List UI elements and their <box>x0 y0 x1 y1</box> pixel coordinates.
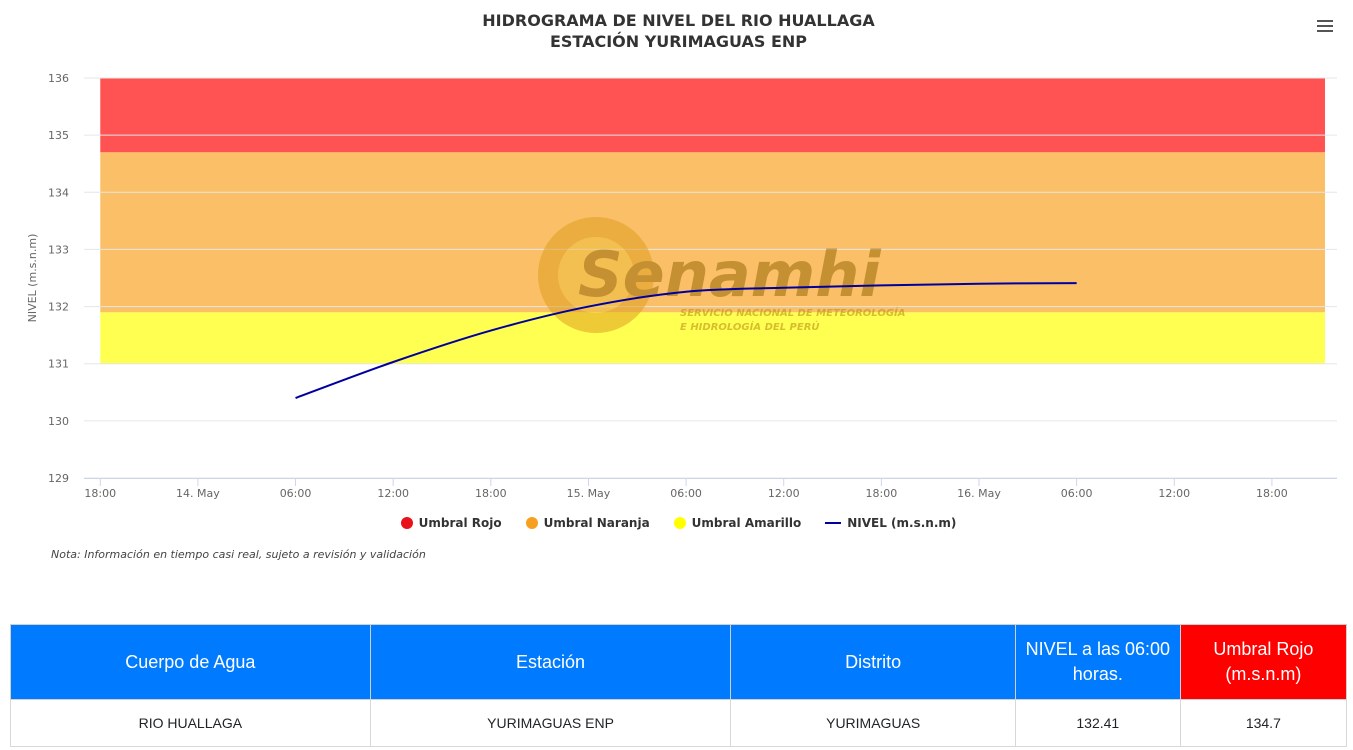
header-district: Distrito <box>730 624 1016 700</box>
legend-symbol <box>825 522 842 524</box>
y-tick-label: 136 <box>48 72 69 85</box>
chart-title-line1: HIDROGRAMA DE NIVEL DEL RIO HUALLAGA <box>482 11 875 30</box>
x-tick-label: 06:00 <box>1061 487 1093 500</box>
x-tick-label: 12:00 <box>377 487 409 500</box>
header-water-body: Cuerpo de Agua <box>10 624 371 700</box>
y-tick-label: 129 <box>48 472 69 485</box>
y-tick-label: 133 <box>48 243 69 256</box>
legend-label: Umbral Naranja <box>543 516 650 530</box>
x-tick-label: 18:00 <box>1256 487 1288 500</box>
hamburger-icon-bar <box>1317 30 1333 32</box>
cell-station: YURIMAGUAS ENP <box>369 699 732 747</box>
header-level-06: NIVEL a las 06:00 horas. <box>1014 624 1181 700</box>
x-tick-label: 16. May <box>957 487 1001 500</box>
y-tick-label: 130 <box>48 415 69 428</box>
x-tick-label: 18:00 <box>475 487 507 500</box>
table-row: RIO HUALLAGA YURIMAGUAS ENP YURIMAGUAS 1… <box>10 699 1348 747</box>
senamhi-watermark: Senamhi SERVICIO NACIONAL DE METEOROLOGÍ… <box>538 217 906 333</box>
x-tick-label: 15. May <box>567 487 611 500</box>
chart-title: HIDROGRAMA DE NIVEL DEL RIO HUALLAGA EST… <box>0 10 1353 52</box>
legend-item-umbral-rojo[interactable]: Umbral Rojo <box>400 516 502 530</box>
x-tick-label: 18:00 <box>866 487 898 500</box>
hydrograph-chart: HIDROGRAMA DE NIVEL DEL RIO HUALLAGA EST… <box>0 10 1353 561</box>
header-station: Estación <box>369 624 732 700</box>
cell-water-body: RIO HUALLAGA <box>10 699 371 747</box>
band-umbral-naranja <box>100 152 1326 313</box>
chart-legend: Umbral Rojo Umbral Naranja Umbral Amarillo… <box>0 516 1353 530</box>
legend-symbol <box>400 517 413 529</box>
chart-title-line2: ESTACIÓN YURIMAGUAS ENP <box>549 32 808 51</box>
cell-district: YURIMAGUAS <box>730 699 1016 747</box>
data-note: Nota: Información en tiempo casi real, s… <box>51 548 426 561</box>
x-tick-label: 06:00 <box>670 487 702 500</box>
legend-item-umbral-naranja[interactable]: Umbral Naranja <box>525 516 650 530</box>
y-tick-label: 134 <box>48 186 69 199</box>
band-umbral-rojo <box>100 78 1326 153</box>
y-axis-label: NIVEL (m.s.n.m) <box>26 234 39 323</box>
header-red-threshold: Umbral Rojo (m.s.n.m) <box>1179 624 1348 700</box>
series-line-nivel[interactable] <box>295 282 1077 399</box>
legend-label: Umbral Rojo <box>418 516 502 530</box>
legend-item-nivel-m-s-n-m[interactable]: NIVEL (m.s.n.m) <box>825 516 956 530</box>
x-tick-label: 12:00 <box>1158 487 1190 500</box>
x-tick-label: 18:00 <box>84 487 116 500</box>
x-tick-label: 12:00 <box>768 487 800 500</box>
hamburger-icon-bar <box>1317 25 1333 27</box>
watermark-subtitle1: SERVICIO NACIONAL DE METEOROLOGÍA <box>680 306 906 319</box>
table-header-row: Cuerpo de Agua Estación Distrito NIVEL a… <box>10 624 1348 700</box>
y-tick-label: 131 <box>48 358 69 371</box>
plot-area: Senamhi SERVICIO NACIONAL DE METEOROLOGÍ… <box>26 72 1337 500</box>
x-tick-label: 14. May <box>176 487 220 500</box>
y-tick-label: 132 <box>48 301 69 314</box>
legend-symbol <box>525 517 538 529</box>
station-table: Cuerpo de Agua Estación Distrito NIVEL a… <box>10 624 1348 747</box>
hamburger-icon <box>1317 20 1333 22</box>
band-umbral-amarillo <box>100 312 1326 364</box>
legend-label: Umbral Amarillo <box>691 516 802 530</box>
x-tick-label: 06:00 <box>280 487 312 500</box>
cell-red-threshold: 134.7 <box>1179 699 1348 747</box>
y-tick-label: 135 <box>48 129 69 142</box>
legend-label: NIVEL (m.s.n.m) <box>847 516 957 530</box>
cell-level-06: 132.41 <box>1014 699 1181 747</box>
chart-menu-button[interactable] <box>1312 14 1338 38</box>
watermark-subtitle2: E HIDROLOGÍA DEL PERÚ <box>680 320 820 333</box>
legend-symbol <box>673 517 686 529</box>
legend-item-umbral-amarillo[interactable]: Umbral Amarillo <box>673 516 802 530</box>
